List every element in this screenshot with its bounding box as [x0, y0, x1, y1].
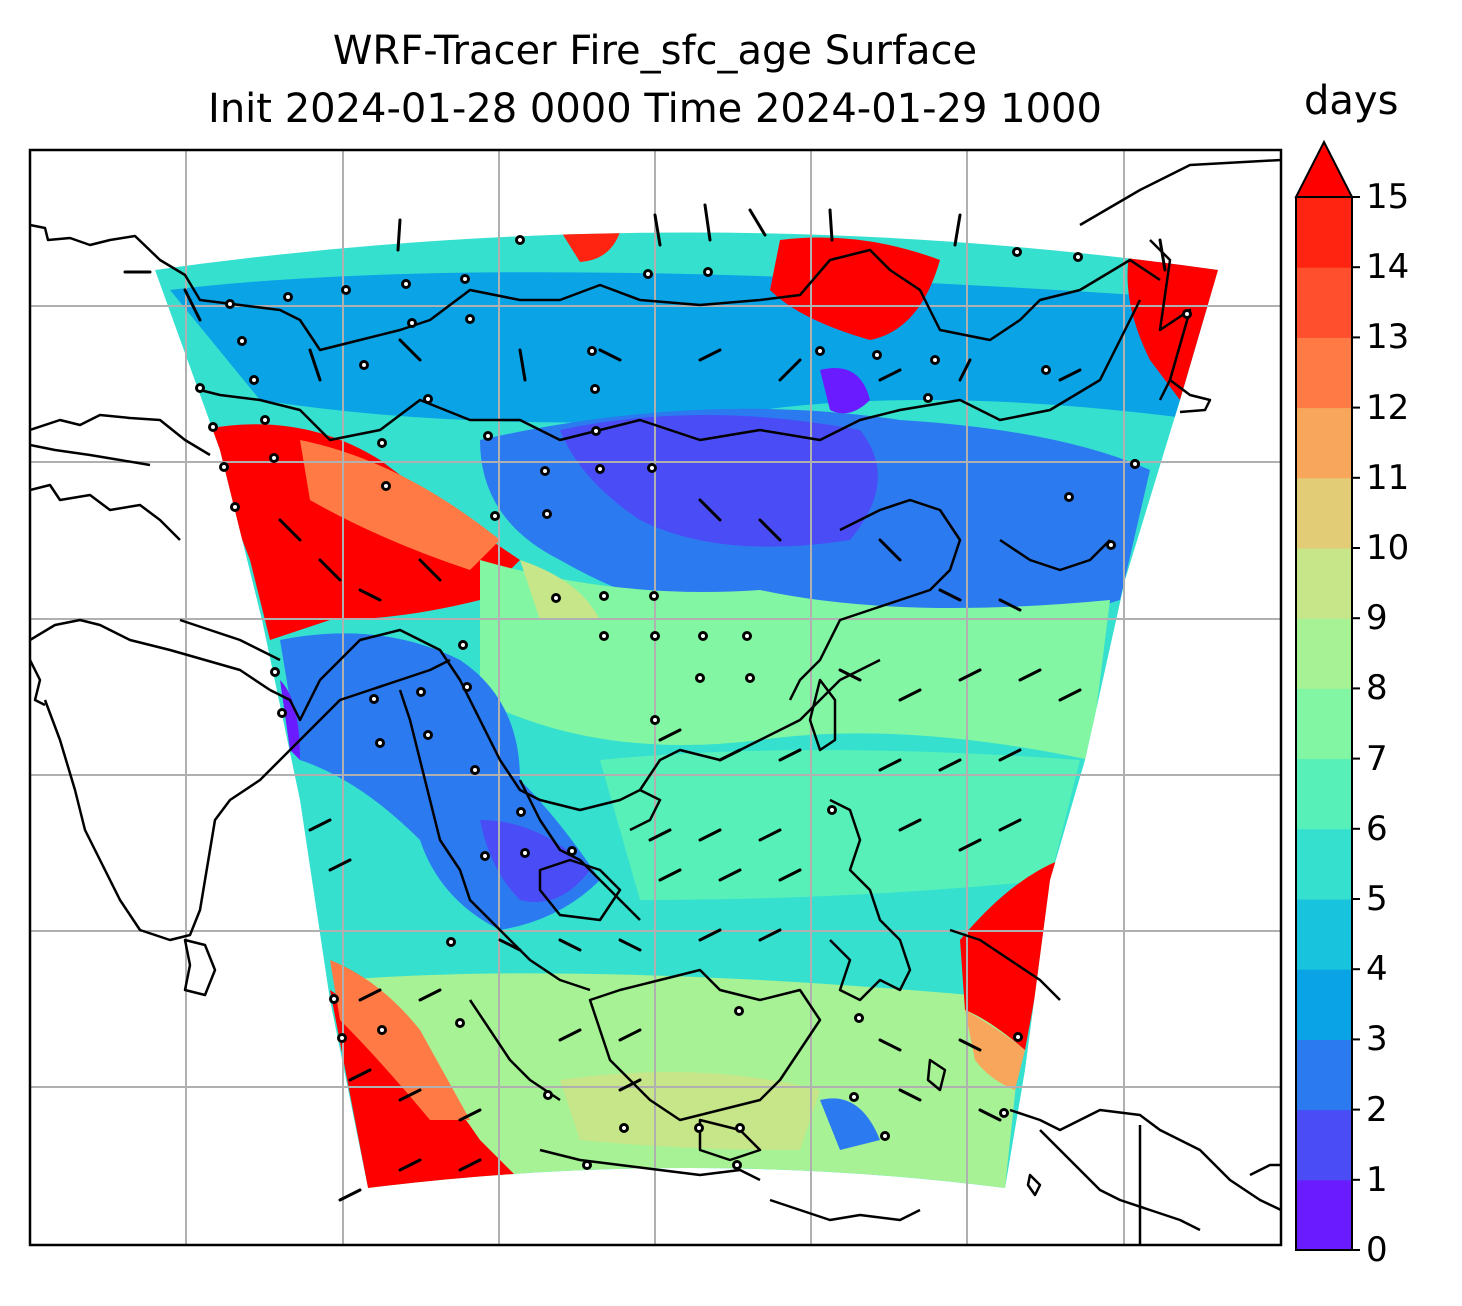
colorbar-tick-label: 0	[1366, 1230, 1388, 1270]
colorbar-band	[1296, 267, 1352, 338]
colorbar-tick-label: 6	[1366, 808, 1388, 849]
colorbar-band	[1296, 477, 1352, 549]
colorbar	[1294, 139, 1360, 1251]
colorbar-band	[1296, 899, 1352, 970]
colorbar-tick-label: 13	[1366, 317, 1410, 358]
colorbar-band	[1296, 407, 1352, 479]
wind-barbs	[123, 203, 1167, 1202]
colorbar-tick-label: 8	[1366, 668, 1388, 709]
colorbar-band	[1296, 337, 1352, 409]
colorbar-tick-label: 7	[1366, 738, 1388, 779]
colorbar-band	[1296, 758, 1352, 830]
colorbar-tick-label: 9	[1366, 598, 1388, 639]
colorbar-band	[1296, 969, 1352, 1040]
colorbar-tick-label: 1	[1366, 1159, 1388, 1200]
colorbar-tick-label: 11	[1366, 457, 1410, 498]
colorbar-tick-label: 4	[1366, 949, 1388, 990]
axes-frame	[28, 148, 1283, 1247]
colorbar-tick-label: 2	[1366, 1089, 1388, 1130]
coastlines	[30, 158, 1281, 1245]
colorbar-tick-label: 15	[1366, 177, 1410, 217]
colorbar-tick-label: 3	[1366, 1019, 1388, 1060]
colorbar-band	[1296, 1179, 1352, 1251]
calm-wind-markers	[195, 235, 1192, 1170]
colorbar-band	[1296, 548, 1352, 619]
colorbar-band	[1296, 1039, 1352, 1111]
colorbar-band	[1296, 197, 1352, 268]
colorbar-tick-label: 5	[1366, 879, 1388, 919]
colorbar-tick-label: 10	[1366, 528, 1410, 568]
gridlines	[30, 150, 1281, 1245]
colorbar-band	[1296, 688, 1352, 760]
tracer-field	[155, 232, 1218, 1188]
colorbar-band	[1296, 618, 1352, 689]
colorbar-band	[1296, 828, 1352, 900]
colorbar-tick-label: 14	[1366, 247, 1410, 288]
colorbar-extend-arrow	[1294, 139, 1354, 198]
colorbar-tick-label: 12	[1366, 387, 1410, 428]
title-line-2: Init 2024-01-28 0000 Time 2024-01-29 100…	[208, 86, 1102, 132]
colorbar-band	[1296, 1109, 1352, 1181]
colorbar-unit-label: days	[1304, 78, 1399, 124]
title-line-1: WRF-Tracer Fire_sfc_age Surface	[332, 28, 978, 74]
